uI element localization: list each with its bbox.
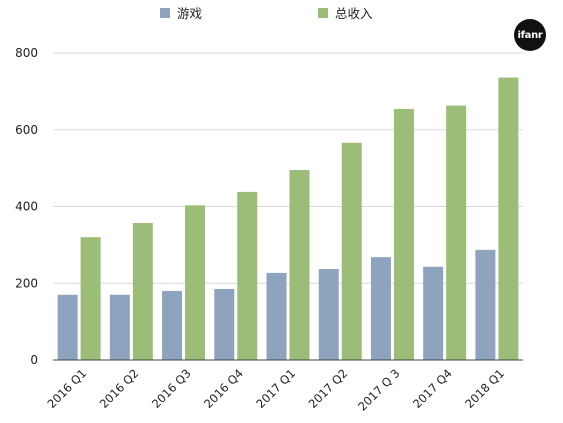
bar-series-1 [109, 294, 130, 360]
x-tick-label: 2016 Q2 [97, 366, 142, 411]
bar-series-2 [446, 105, 467, 360]
legend-label-series-1: 游戏 [177, 6, 202, 21]
y-tick-label: 0 [30, 353, 38, 367]
y-tick-label: 200 [15, 276, 38, 290]
x-tick-label: 2017 Q1 [253, 366, 298, 411]
bar-series-2 [132, 223, 153, 360]
bar-series-1 [370, 257, 391, 360]
x-tick-label: 2017 Q4 [410, 366, 455, 411]
bar-series-2 [237, 191, 258, 360]
bar-series-2 [289, 170, 310, 360]
legend-swatch-series-1 [160, 8, 170, 18]
x-tick-label: 2018 Q1 [462, 366, 507, 411]
x-tick-label: 2016 Q1 [44, 366, 89, 411]
bar-series-2 [393, 109, 414, 360]
bar-series-1 [266, 272, 287, 360]
bar-series-1 [162, 290, 183, 360]
x-tick-label: 2017 Q 3 [355, 366, 402, 413]
y-tick-label: 600 [15, 123, 38, 137]
legend-label-series-2: 总收入 [335, 6, 373, 21]
x-tick-label: 2016 Q4 [201, 366, 246, 411]
bar-series-1 [57, 294, 78, 360]
y-tick-label: 400 [15, 200, 38, 214]
ifanr-logo: ifanr [514, 19, 546, 51]
bar-series-1 [423, 266, 444, 360]
ifanr-logo-text: ifanr [517, 29, 543, 41]
bar-series-2 [341, 142, 362, 360]
bar-series-1 [318, 269, 339, 360]
x-tick-label: 2016 Q3 [149, 366, 194, 411]
bar-series-2 [80, 237, 101, 360]
legend-swatch-series-2 [318, 8, 328, 18]
x-tick-label: 2017 Q2 [306, 366, 351, 411]
y-tick-label: 800 [15, 46, 38, 60]
bar-series-2 [498, 77, 519, 360]
bar-series-1 [475, 249, 496, 360]
bar-series-2 [185, 205, 206, 360]
bar-series-1 [214, 289, 235, 360]
